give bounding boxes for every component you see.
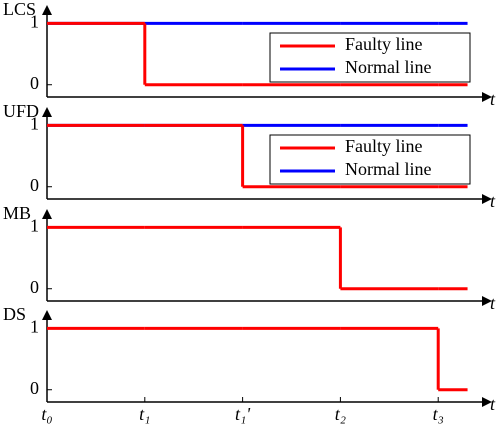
x-axis-arrow	[482, 92, 492, 102]
x-axis-arrow	[482, 296, 492, 306]
y-tick-label: 0	[30, 175, 39, 195]
legend-label: Normal line	[345, 159, 431, 179]
y-tick-label: 1	[30, 114, 39, 134]
legend-box	[269, 32, 471, 83]
x-tick-label: t₃	[433, 404, 444, 424]
x-axis-label: t	[490, 191, 496, 211]
y-tick-label: 0	[30, 73, 39, 93]
y-axis-label: MB	[3, 203, 31, 223]
y-tick-label: 0	[30, 277, 39, 297]
x-axis-arrow	[482, 194, 492, 204]
legend-label: Faulty line	[345, 136, 423, 156]
y-axis-arrow	[42, 209, 52, 219]
y-axis-label: LCS	[3, 0, 36, 19]
x-tick-label: t₀	[41, 404, 52, 424]
y-axis-arrow	[42, 310, 52, 320]
y-axis-label: DS	[3, 304, 26, 324]
x-axis-arrow	[482, 397, 492, 407]
x-axis-label: t	[490, 293, 496, 313]
x-tick-label: t₁'	[235, 404, 251, 424]
y-tick-label: 1	[30, 216, 39, 236]
y-axis-label: UFD	[3, 101, 39, 121]
legend-label: Faulty line	[345, 34, 423, 54]
y-axis-arrow	[42, 5, 52, 15]
x-axis-label: t	[490, 394, 496, 414]
y-tick-label: 1	[30, 317, 39, 337]
y-axis-arrow	[42, 107, 52, 117]
y-tick-label: 0	[30, 378, 39, 398]
x-axis-label: t	[490, 89, 496, 109]
x-tick-label: t₂	[335, 404, 346, 424]
legend-box	[269, 134, 471, 185]
x-tick-label: t₁	[139, 404, 150, 424]
y-tick-label: 1	[30, 12, 39, 32]
legend-label: Normal line	[345, 57, 431, 77]
